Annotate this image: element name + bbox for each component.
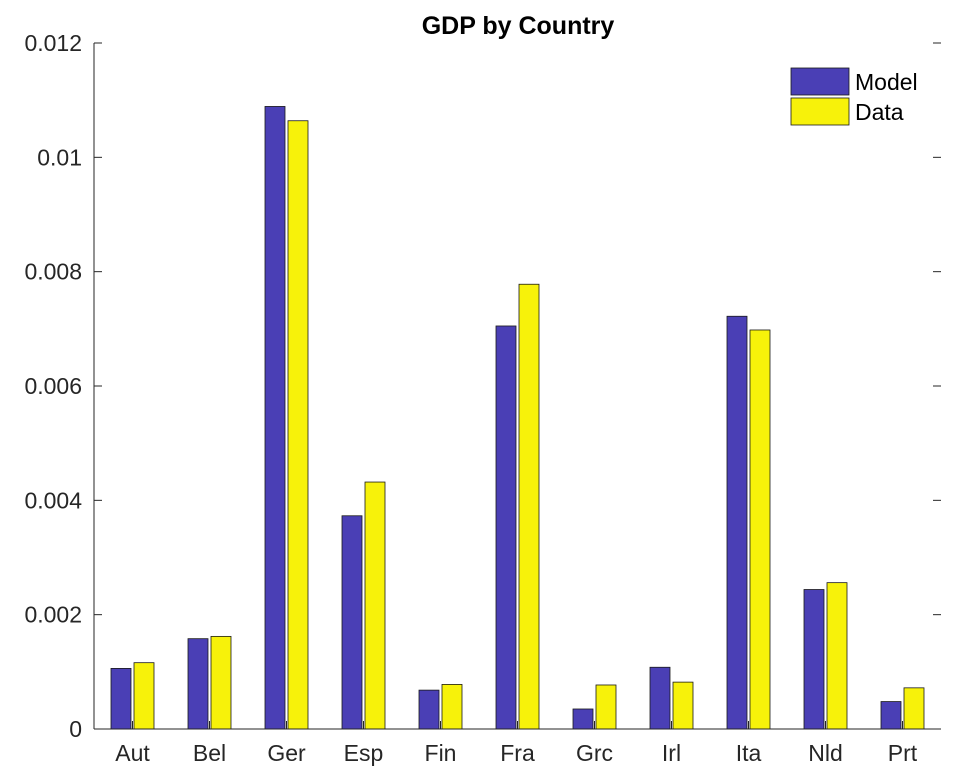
x-tick-label: Prt (888, 740, 918, 766)
y-tick-label: 0 (69, 716, 82, 742)
y-tick-label: 0.008 (24, 259, 82, 285)
plot-area (94, 43, 941, 729)
bar-model-fra (495, 325, 517, 730)
bar-data-nld (826, 582, 848, 730)
bar-data-aut (133, 662, 155, 730)
bar-model-esp (341, 515, 363, 730)
bar-model-bel (187, 638, 209, 730)
bar-model-ita (726, 315, 748, 730)
bar-model-grc (572, 708, 594, 730)
bar-data-esp (364, 481, 386, 730)
chart-title: GDP by Country (422, 12, 615, 40)
x-tick-label: Irl (662, 740, 681, 766)
bar-data-bel (210, 635, 232, 730)
legend-swatch-data (790, 97, 850, 126)
bar-model-irl (649, 666, 671, 730)
legend-label-model: Model (855, 69, 918, 95)
bar-model-fin (418, 689, 440, 730)
bar-data-irl (672, 681, 694, 730)
bar-data-prt (903, 687, 925, 730)
y-tick-label: 0.002 (24, 602, 82, 628)
legend-swatch-model (790, 67, 850, 96)
bar-model-nld (803, 589, 825, 730)
bar-model-prt (880, 701, 902, 730)
x-tick-label: Fin (425, 740, 457, 766)
x-tick-label: Fra (500, 740, 535, 766)
bar-data-grc (595, 684, 617, 730)
bar-model-aut (110, 668, 132, 730)
bar-model-ger (264, 106, 286, 730)
y-tick-label: 0.01 (37, 144, 82, 170)
x-tick-label: Bel (193, 740, 226, 766)
axes-group: 0 0.002 0.004 0.006 0.008 0.01 0.012 Aut Bel Ger E… (24, 30, 941, 766)
y-tick-label: 0.012 (24, 30, 82, 56)
x-tick-label: Ger (267, 740, 306, 766)
bar-data-ita (749, 329, 771, 730)
legend: Model Data (789, 58, 937, 134)
y-tick-label: 0.004 (24, 487, 82, 513)
bar-data-ger (287, 120, 309, 730)
legend-label-data: Data (855, 99, 904, 125)
bar-data-fra (518, 283, 540, 730)
y-tick-label: 0.006 (24, 373, 82, 399)
x-tick-label: Grc (576, 740, 613, 766)
x-tick-label: Aut (115, 740, 150, 766)
x-tick-label: Esp (344, 740, 384, 766)
bar-data-fin (441, 684, 463, 730)
bars-group (110, 106, 925, 730)
x-tick-label: Nld (808, 740, 843, 766)
x-tick-label: Ita (736, 740, 762, 766)
